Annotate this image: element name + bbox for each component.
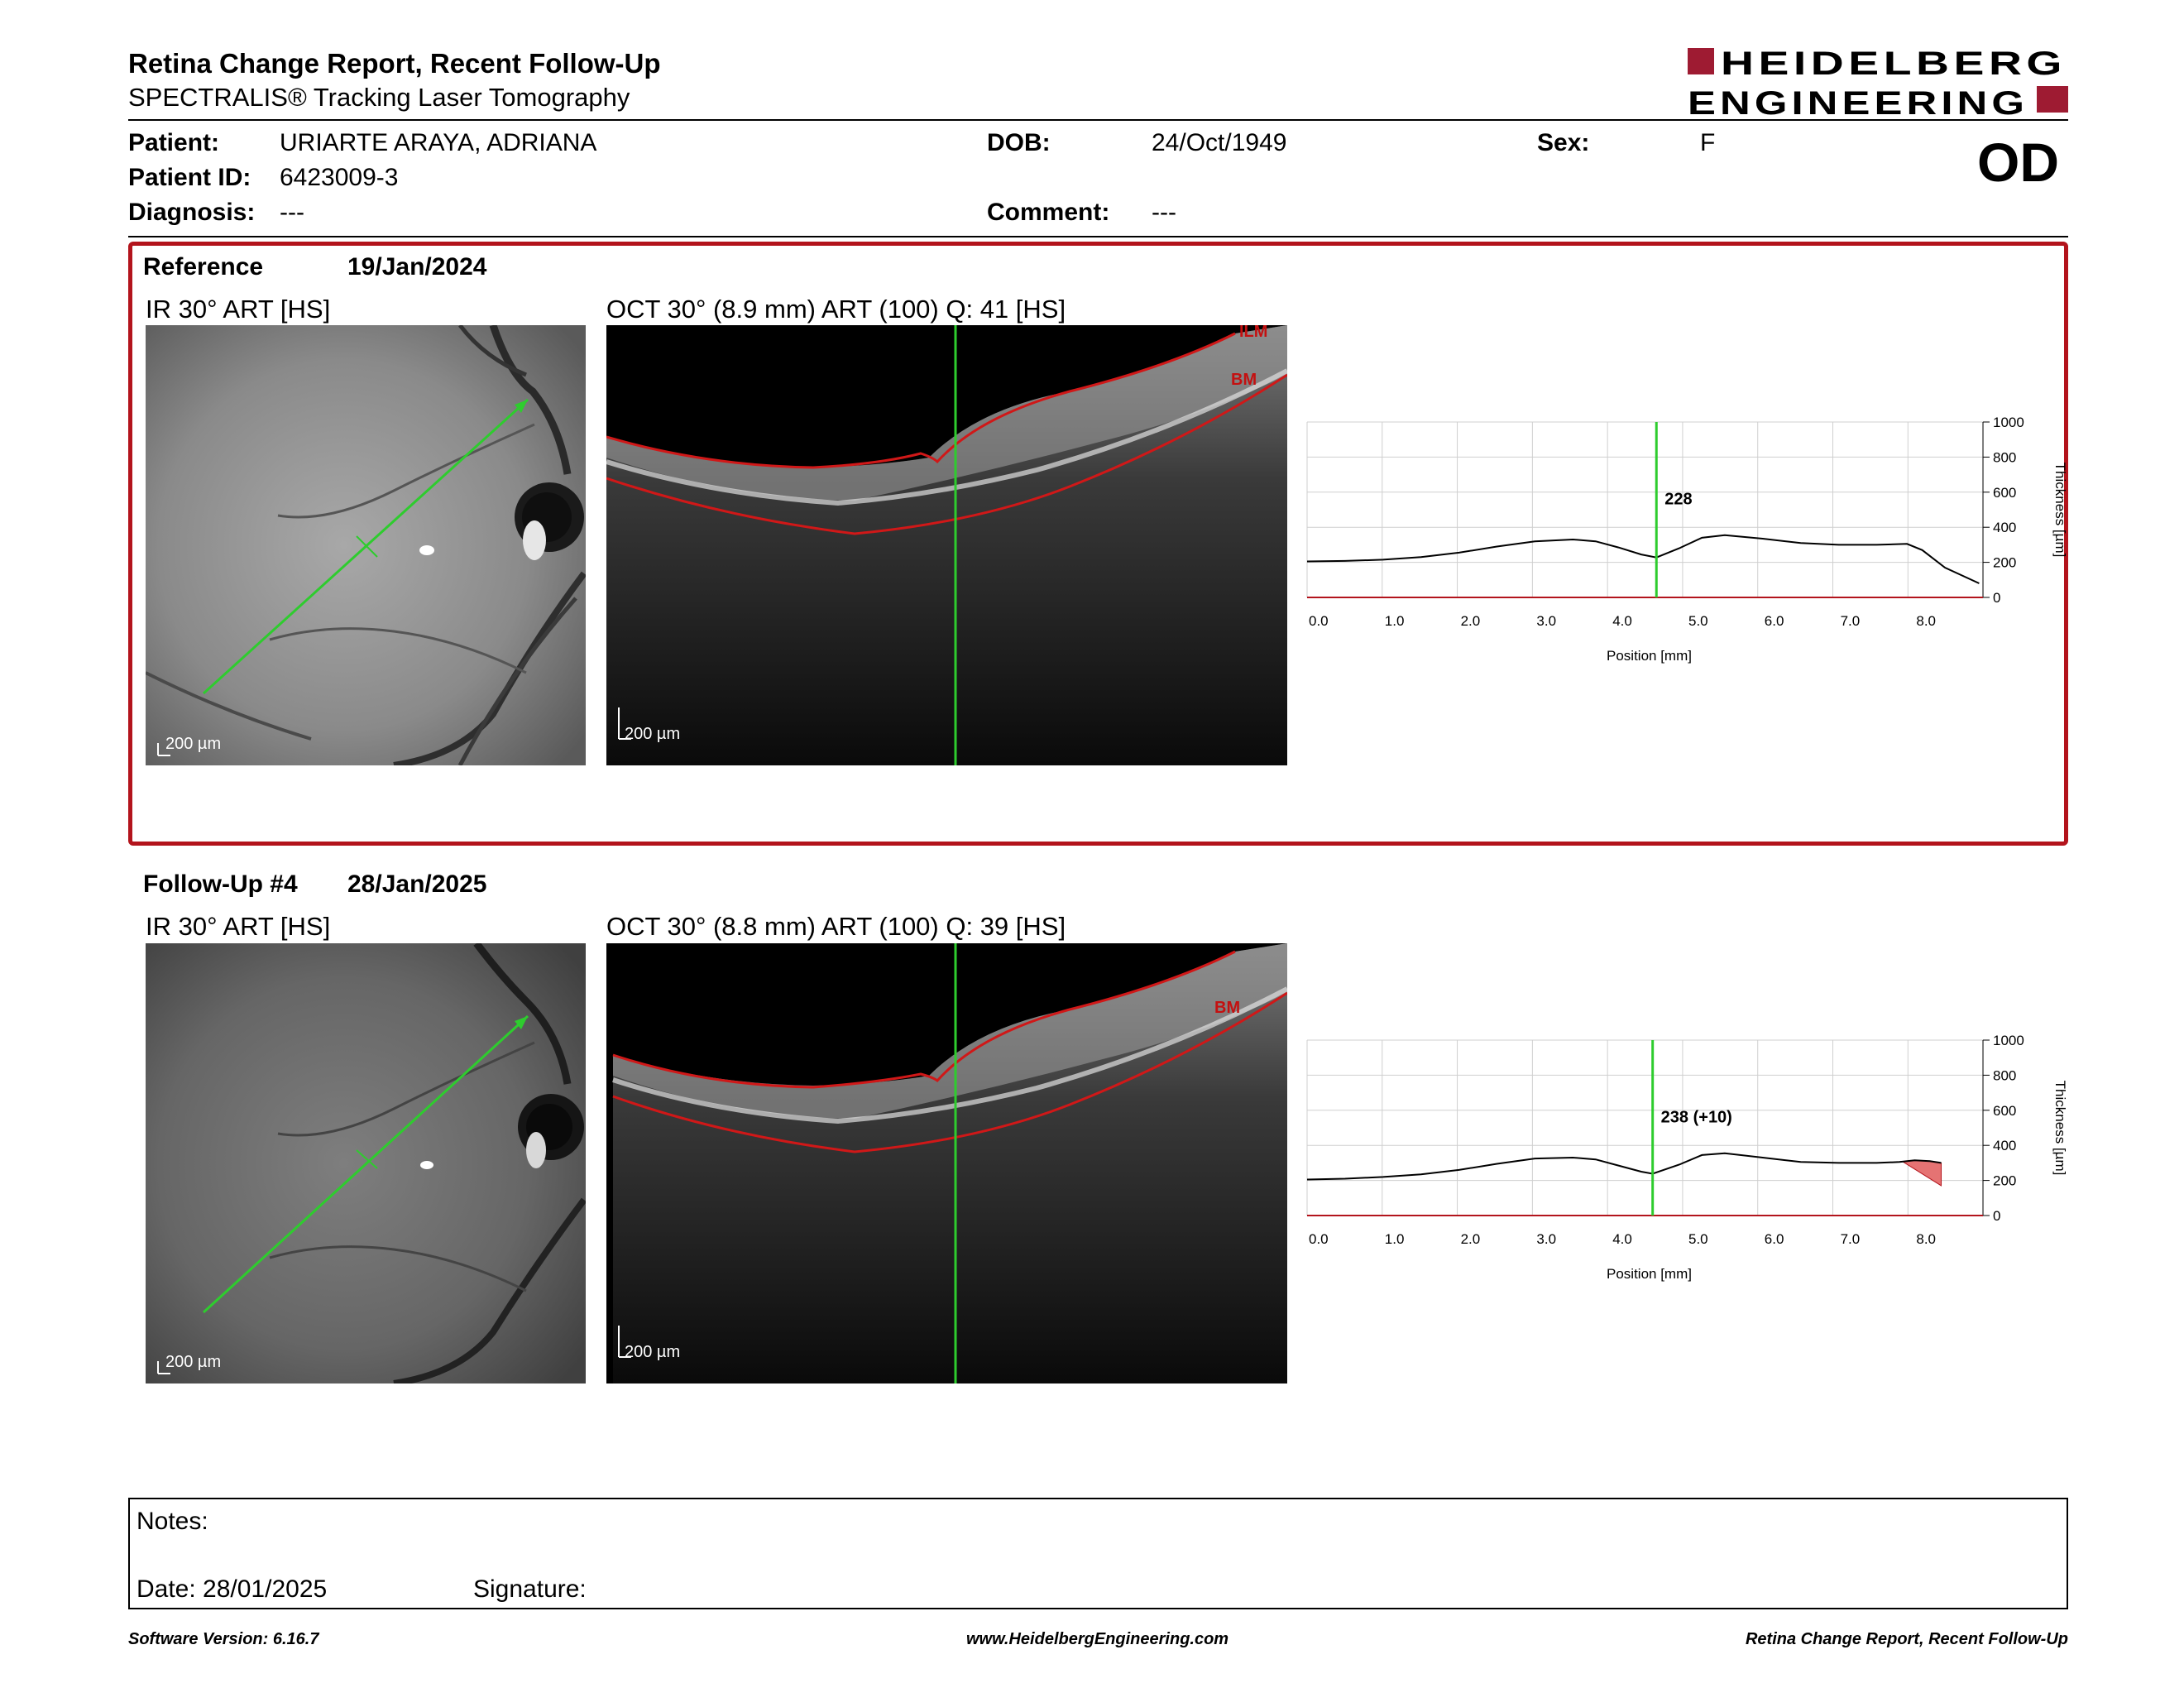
- followup-ir-caption: IR 30° ART [HS]: [146, 912, 331, 941]
- eye-indicator: OD: [1977, 132, 2059, 193]
- notes-signature-label: Signature:: [473, 1575, 587, 1603]
- x-tick-label: 4.0: [1612, 613, 1632, 629]
- x-tick-label: 0.0: [1309, 1231, 1329, 1247]
- followup-oct-bscan-image[interactable]: BM 200 µm: [606, 943, 1287, 1383]
- marker-value-label: 228: [1664, 491, 1692, 509]
- x-tick-label: 6.0: [1765, 1231, 1784, 1247]
- reference-oct-ilm-label: ILM: [1239, 325, 1267, 341]
- thickness-line: [1306, 1152, 1942, 1181]
- x-tick-label: 8.0: [1916, 613, 1936, 629]
- followup-label: Follow-Up #4: [143, 870, 298, 898]
- followup-thickness-chart: 0 200 400 600 800 1000 0.0 1.0 2.0 3.0 4.0 5.0 6.0 7.…: [1306, 1033, 2068, 1282]
- x-tick-label: 4.0: [1612, 1231, 1632, 1247]
- y-tick-label: 600: [1993, 1103, 2016, 1119]
- y-tick-label: 400: [1993, 520, 2016, 535]
- patient-id-value: 6423009-3: [280, 164, 399, 191]
- reference-ir-fundus-image[interactable]: 200 µm: [146, 325, 586, 765]
- diagnosis-value: ---: [280, 199, 304, 226]
- followup-ir-scale: 200 µm: [165, 1353, 221, 1371]
- reference-label: Reference: [143, 253, 264, 281]
- report-title: Retina Change Report, Recent Follow-Up: [128, 48, 661, 79]
- reference-thickness-chart: 0 200 400 600 800 1000 0.0 1.0 2.0 3.0 4.0 5.0 6.0 7.…: [1306, 415, 2068, 664]
- marker-value-label: 238 (+10): [1661, 1109, 1732, 1127]
- dob-label: DOB:: [987, 129, 1051, 156]
- patient-rule: [128, 236, 2068, 237]
- x-tick-label: 7.0: [1841, 1231, 1861, 1247]
- followup-date: 28/Jan/2025: [347, 870, 487, 898]
- x-tick-label: 5.0: [1688, 1231, 1708, 1247]
- x-tick-label: 5.0: [1688, 613, 1708, 629]
- sex-value: F: [1700, 129, 1716, 156]
- y-tick-label: 800: [1993, 449, 2016, 465]
- y-axis-label: Thickness [µm]: [2052, 463, 2068, 558]
- x-tick-label: 2.0: [1461, 613, 1481, 629]
- y-tick-label: 0: [1993, 590, 2000, 606]
- reference-section-border: [128, 242, 2068, 846]
- y-tick-label: 400: [1993, 1138, 2016, 1153]
- x-tick-label: 3.0: [1536, 1231, 1556, 1247]
- notes-date: Date: 28/01/2025: [136, 1575, 328, 1603]
- x-axis-label: Position [mm]: [1607, 1266, 1692, 1282]
- reference-ir-scale: 200 µm: [165, 735, 221, 753]
- logo-line2: ENGINEERING: [1688, 85, 2028, 117]
- followup-ir-fundus-image[interactable]: 200 µm: [146, 943, 586, 1383]
- x-tick-label: 1.0: [1385, 613, 1405, 629]
- patient-name: URIARTE ARAYA, ADRIANA: [280, 129, 597, 156]
- reference-date: 19/Jan/2024: [347, 253, 487, 281]
- notes-box[interactable]: Notes: Date: 28/01/2025 Signature:: [128, 1498, 2068, 1609]
- reference-oct-bm-label: BM: [1231, 371, 1257, 389]
- y-tick-label: 800: [1993, 1067, 2016, 1083]
- y-tick-label: 0: [1993, 1208, 2000, 1224]
- followup-oct-bm-label: BM: [1214, 999, 1240, 1017]
- comment-value: ---: [1152, 199, 1176, 226]
- y-tick-label: 1000: [1993, 1033, 2024, 1048]
- footer-software-version: Software Version: 6.16.7: [128, 1630, 319, 1648]
- patient-label: Patient:: [128, 129, 220, 156]
- x-tick-label: 2.0: [1461, 1231, 1481, 1247]
- comment-label: Comment:: [987, 199, 1110, 226]
- x-axis-label: Position [mm]: [1607, 648, 1692, 664]
- y-tick-label: 600: [1993, 485, 2016, 501]
- heidelberg-logo: HEIDELBERG ENGINEERING: [1688, 46, 2068, 117]
- y-axis-label: Thickness [µm]: [2052, 1081, 2068, 1176]
- x-tick-label: 7.0: [1841, 613, 1861, 629]
- reference-oct-bscan-image[interactable]: ILM BM 200 µm: [606, 325, 1287, 765]
- y-tick-label: 1000: [1993, 415, 2024, 430]
- reference-oct-caption: OCT 30° (8.9 mm) ART (100) Q: 41 [HS]: [606, 295, 1066, 324]
- x-tick-label: 0.0: [1309, 613, 1329, 629]
- reference-ir-caption: IR 30° ART [HS]: [146, 295, 331, 324]
- x-tick-label: 8.0: [1916, 1231, 1936, 1247]
- dob-value: 24/Oct/1949: [1152, 129, 1287, 156]
- sex-label: Sex:: [1537, 129, 1590, 156]
- x-tick-label: 3.0: [1536, 613, 1556, 629]
- diagnosis-label: Diagnosis:: [128, 199, 256, 226]
- footer-report-name: Retina Change Report, Recent Follow-Up: [1745, 1630, 2068, 1648]
- y-tick-label: 200: [1993, 555, 2016, 571]
- followup-oct-caption: OCT 30° (8.8 mm) ART (100) Q: 39 [HS]: [606, 912, 1066, 941]
- report-subtitle: SPECTRALIS® Tracking Laser Tomography: [128, 83, 630, 112]
- followup-oct-scale: 200 µm: [625, 1343, 680, 1361]
- logo-line1: HEIDELBERG: [1721, 46, 2067, 82]
- patient-id-label: Patient ID:: [128, 164, 251, 191]
- x-tick-label: 1.0: [1385, 1231, 1405, 1247]
- reference-oct-scale: 200 µm: [625, 725, 680, 743]
- thickness-increase-area: [1902, 1159, 1942, 1187]
- notes-label: Notes:: [136, 1508, 208, 1535]
- x-tick-label: 6.0: [1765, 613, 1784, 629]
- thickness-line: [1306, 534, 1980, 584]
- y-tick-label: 200: [1993, 1173, 2016, 1189]
- footer-website-link[interactable]: www.HeidelbergEngineering.com: [966, 1630, 1229, 1648]
- header-rule: [128, 119, 2068, 121]
